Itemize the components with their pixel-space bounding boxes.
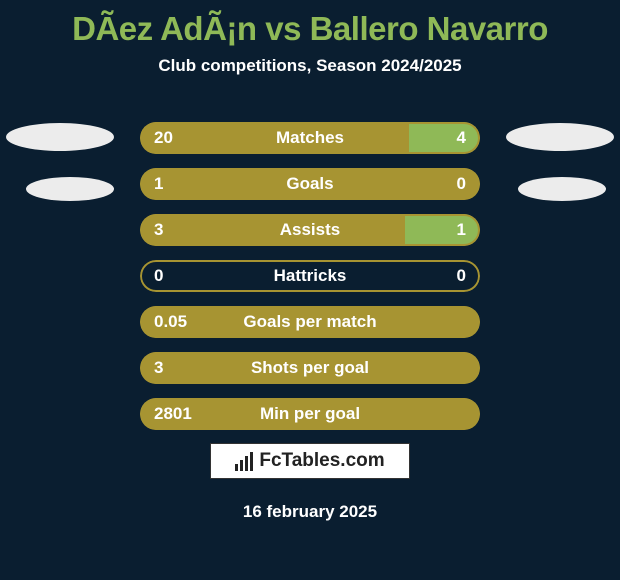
stat-row: 3Assists1 <box>140 214 480 246</box>
logo-box: FcTables.com <box>210 443 410 479</box>
logo-text: FcTables.com <box>259 450 384 472</box>
stats-container: 20Matches41Goals03Assists10Hattricks00.0… <box>140 122 480 444</box>
stat-label: Hattricks <box>140 260 480 292</box>
player-left-avatar-2 <box>26 177 114 201</box>
stat-row: 2801Min per goal <box>140 398 480 430</box>
stat-row: 0.05Goals per match <box>140 306 480 338</box>
stat-value-right: 4 <box>457 122 466 154</box>
stat-label: Min per goal <box>140 398 480 430</box>
player-left-avatar-1 <box>6 123 114 151</box>
page-subtitle: Club competitions, Season 2024/2025 <box>0 56 620 76</box>
stat-row: 1Goals0 <box>140 168 480 200</box>
stat-label: Goals <box>140 168 480 200</box>
chart-icon <box>235 452 253 471</box>
stat-label: Goals per match <box>140 306 480 338</box>
player-right-avatar-2 <box>518 177 606 201</box>
stat-value-right: 0 <box>457 260 466 292</box>
stat-row: 0Hattricks0 <box>140 260 480 292</box>
stat-label: Shots per goal <box>140 352 480 384</box>
stat-label: Matches <box>140 122 480 154</box>
footer-date: 16 february 2025 <box>0 502 620 522</box>
stat-value-right: 1 <box>457 214 466 246</box>
stat-row: 3Shots per goal <box>140 352 480 384</box>
stat-label: Assists <box>140 214 480 246</box>
player-right-avatar-1 <box>506 123 614 151</box>
stat-row: 20Matches4 <box>140 122 480 154</box>
stat-value-right: 0 <box>457 168 466 200</box>
page-title: DÃ­ez AdÃ¡n vs Ballero Navarro <box>0 0 620 48</box>
